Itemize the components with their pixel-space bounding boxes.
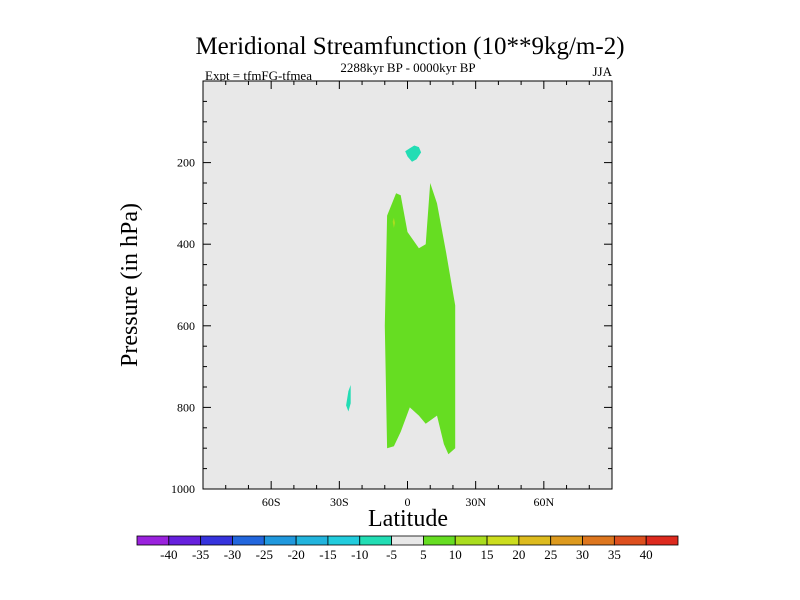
x-tick-label: 60S [262,495,281,509]
subtitle-period: 2288kyr BP - 0000kyr BP [340,60,475,75]
subtitle-season: JJA [592,64,612,79]
colorbar-swatch [486,535,520,546]
colorbar-label: -30 [224,547,241,562]
positive-cell-5-to-10 [384,183,456,455]
y-tick-label: 800 [177,400,195,414]
y-tick-label: 1000 [171,482,195,496]
colorbar-swatch [518,535,552,546]
positive-cell-10-to-15 [392,217,395,228]
negative-cell-minus5-to-minus10-upper [405,145,422,162]
colorbar-label: -35 [192,547,209,562]
axis-ticks: 60S 30S 0 30N 60N 200 400 600 800 1000 [171,81,613,509]
colorbar-label: -10 [351,547,368,562]
colorbar-swatch [613,535,647,546]
colorbar-swatch [168,535,202,546]
colorbar-swatch [295,535,329,546]
x-tick-label: 60N [533,495,554,509]
y-tick-label: 600 [177,319,195,333]
colorbar-label: 30 [576,547,589,562]
x-tick-label: 0 [405,495,411,509]
colorbar-swatch [423,535,456,546]
colorbar-swatch [359,535,392,546]
x-axis-label: Latitude [368,506,448,532]
x-tick-label: 30S [330,495,349,509]
colorbar-label: -40 [160,547,177,562]
colorbar-swatch [200,535,233,546]
colorbar-label: 20 [512,547,525,562]
x-tick-label: 30N [465,495,486,509]
colorbar-label: 25 [544,547,557,562]
colorbar-swatch [550,535,583,546]
colorbar-label: 5 [420,547,427,562]
subtitle-experiment: Expt = tfmFG-tfmea [205,68,312,83]
contour-regions [346,145,456,455]
y-axis-label: Pressure (in hPa) [117,203,143,367]
colorbar-swatch [454,535,488,546]
colorbar-label: -25 [256,547,273,562]
colorbar-label: 10 [449,547,462,562]
colorbar-label: 15 [481,547,494,562]
colorbar-swatch [232,535,265,546]
colorbar-label: -20 [287,547,304,562]
colorbar-swatch [327,535,361,546]
y-tick-label: 400 [177,237,195,251]
colorbar-label: -5 [386,547,397,562]
colorbar-label: 35 [608,547,621,562]
colorbar-label: 40 [640,547,653,562]
colorbar-label: -15 [319,547,336,562]
colorbar-swatch [582,535,615,546]
colorbar-swatch [263,535,297,546]
y-tick-label: 200 [177,156,195,170]
colorbar-swatch [136,535,170,546]
colorbar: -40 -35 -30 -25 -20 -15 -10 -5 5 10 15 20 25 30 35 40 [136,535,679,562]
colorbar-swatch [391,535,424,546]
chart-title: Meridional Streamfunction (10**9kg/m-2) [195,33,624,60]
colorbar-swatch [645,535,679,546]
negative-cell-minus5-to-minus10-lower [346,385,351,412]
